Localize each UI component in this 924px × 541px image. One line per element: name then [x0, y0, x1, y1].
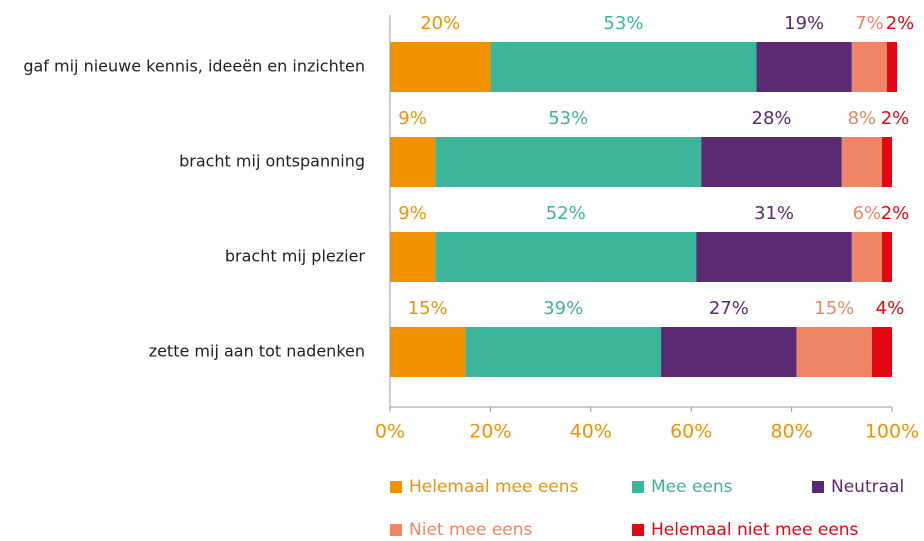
x-tick-label: 0% [375, 421, 405, 443]
bar-segment [661, 327, 797, 377]
bar-segment [390, 232, 436, 282]
x-tick-label: 20% [469, 421, 511, 443]
value-label: 15% [814, 298, 854, 319]
value-label: 6% [853, 203, 882, 224]
value-label: 9% [398, 203, 427, 224]
value-label: 53% [603, 13, 643, 34]
bar-segment [465, 327, 662, 377]
category-label: gaf mij nieuwe kennis, ideeën en inzicht… [23, 57, 365, 76]
bar-segment [696, 232, 852, 282]
x-tick-label: 60% [670, 421, 712, 443]
value-label: 2% [881, 203, 910, 224]
value-label: 31% [754, 203, 794, 224]
value-label: 2% [886, 13, 915, 34]
legend-swatch [632, 524, 644, 536]
legend-swatch [390, 481, 402, 493]
legend-swatch [812, 481, 824, 493]
category-label: bracht mij ontspanning [179, 152, 365, 171]
bar-segment [390, 42, 491, 92]
value-label: 15% [408, 298, 448, 319]
x-tick-label: 100% [865, 421, 919, 443]
bar-segment [881, 232, 892, 282]
value-label: 52% [546, 203, 586, 224]
bar-segment [871, 327, 892, 377]
bar-segment [841, 137, 882, 187]
bar-segment [881, 137, 892, 187]
value-label: 4% [876, 298, 905, 319]
value-label: 20% [420, 13, 460, 34]
value-label: 19% [784, 13, 824, 34]
bar-segment [390, 327, 466, 377]
category-label: bracht mij plezier [225, 247, 366, 266]
value-label: 39% [543, 298, 583, 319]
bar-segment [796, 327, 872, 377]
bar-segment [851, 232, 882, 282]
value-label: 8% [848, 108, 877, 129]
value-label: 28% [752, 108, 792, 129]
x-tick-label: 80% [770, 421, 812, 443]
legend-swatch [390, 524, 402, 536]
x-tick-label: 40% [570, 421, 612, 443]
bar-segment [851, 42, 887, 92]
legend-label: Helemaal niet mee eens [651, 520, 859, 540]
legend-label: Helemaal mee eens [409, 477, 579, 497]
value-label: 7% [855, 13, 884, 34]
bar-segment [435, 232, 697, 282]
value-label: 9% [398, 108, 427, 129]
legend-label: Neutraal [831, 477, 904, 497]
bar-segment [390, 137, 436, 187]
legend-label: Mee eens [651, 477, 733, 497]
value-label: 2% [881, 108, 910, 129]
legend-swatch [632, 481, 644, 493]
value-label: 27% [709, 298, 749, 319]
legend-label: Niet mee eens [409, 520, 533, 540]
category-label: zette mij aan tot nadenken [149, 342, 365, 361]
bar-segment [756, 42, 852, 92]
bar-segment [490, 42, 757, 92]
bar-segment [435, 137, 702, 187]
bar-segment [701, 137, 842, 187]
value-label: 53% [548, 108, 588, 129]
bar-segment [886, 42, 898, 92]
